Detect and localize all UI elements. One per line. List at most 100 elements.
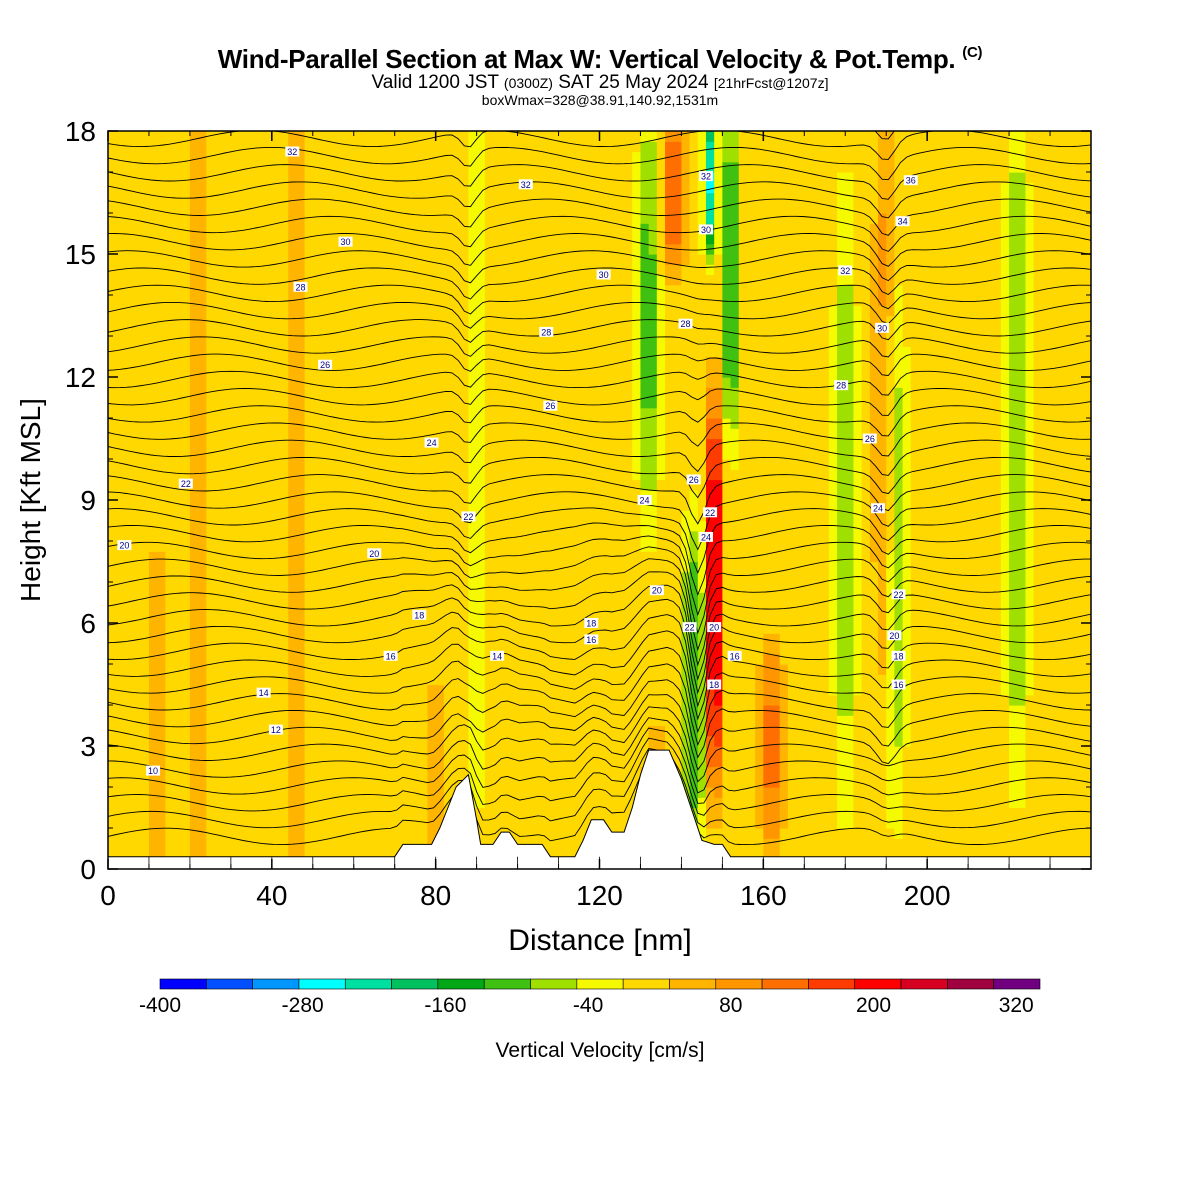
field-cell	[386, 151, 396, 163]
field-cell	[435, 551, 445, 563]
field-cell	[288, 202, 298, 214]
field-cell	[583, 223, 592, 235]
field-cell	[648, 469, 658, 481]
field-cell	[615, 448, 625, 460]
field-cell	[493, 746, 502, 757]
field-cell	[198, 643, 207, 655]
field-cell	[214, 807, 224, 819]
field-cell	[394, 787, 404, 798]
field-cell	[550, 377, 560, 388]
field-cell	[386, 131, 396, 142]
field-cell	[517, 541, 527, 552]
field-cell	[312, 151, 322, 163]
field-cell	[558, 264, 568, 276]
field-cell	[452, 664, 461, 675]
field-cell	[468, 664, 478, 675]
field-cell	[157, 141, 166, 153]
field-cell	[214, 202, 224, 214]
field-cell	[255, 243, 265, 255]
field-cell	[624, 254, 633, 265]
field-cell	[402, 838, 412, 850]
field-cell	[525, 141, 535, 153]
field-cell	[329, 817, 338, 829]
field-cell	[509, 776, 519, 788]
field-cell	[296, 582, 306, 593]
field-cell	[304, 407, 314, 419]
field-cell	[361, 725, 371, 737]
field-cell	[189, 305, 199, 317]
field-cell	[607, 213, 617, 224]
field-cell	[632, 141, 642, 153]
field-cell	[247, 141, 257, 153]
field-cell	[525, 192, 535, 204]
field-cell	[271, 315, 281, 327]
field-cell	[124, 510, 134, 522]
field-cell	[280, 131, 289, 142]
field-cell	[648, 131, 658, 142]
field-cell	[239, 428, 248, 440]
field-cell	[484, 151, 494, 163]
field-cell	[337, 602, 347, 614]
field-cell	[484, 448, 494, 460]
field-cell	[296, 756, 306, 768]
field-cell	[542, 387, 551, 399]
field-cell	[468, 336, 478, 347]
field-cell	[402, 541, 412, 552]
field-cell	[665, 653, 674, 665]
field-cell	[484, 643, 494, 655]
field-cell	[632, 202, 642, 214]
field-cell	[624, 807, 633, 819]
field-cell	[312, 756, 322, 768]
field-cell	[280, 489, 289, 501]
field-cell	[533, 325, 543, 337]
field-cell	[566, 459, 576, 470]
field-cell	[419, 254, 429, 265]
field-cell	[542, 284, 551, 296]
field-cell	[263, 807, 273, 819]
field-cell	[214, 500, 224, 511]
field-cell	[304, 612, 314, 624]
field-cell	[214, 848, 224, 860]
field-cell	[550, 233, 560, 245]
field-cell	[558, 356, 568, 368]
field-cell	[484, 131, 494, 142]
field-cell	[337, 694, 347, 706]
field-cell	[533, 172, 543, 183]
field-cell	[615, 746, 625, 757]
field-cell	[280, 674, 289, 686]
field-cell	[599, 797, 609, 809]
field-cell	[574, 346, 584, 358]
field-cell	[673, 612, 683, 624]
field-cell	[394, 776, 404, 788]
field-cell	[271, 213, 281, 224]
field-cell	[189, 336, 199, 347]
field-cell	[583, 520, 592, 532]
field-cell	[394, 541, 404, 552]
field-cell	[255, 438, 265, 450]
field-cell	[386, 828, 396, 839]
field-cell	[517, 223, 527, 235]
field-cell	[632, 756, 642, 768]
field-cell	[132, 592, 142, 604]
field-cell	[296, 295, 306, 306]
field-cell	[673, 623, 683, 634]
field-cell	[493, 448, 502, 460]
field-cell	[148, 233, 158, 245]
field-cell	[189, 725, 199, 737]
field-cell	[656, 356, 666, 368]
field-cell	[402, 561, 412, 573]
field-cell	[599, 336, 609, 347]
field-cell	[239, 725, 248, 737]
field-cell	[509, 172, 519, 183]
field-cell	[591, 448, 601, 460]
field-cell	[345, 602, 355, 614]
field-cell	[345, 797, 355, 809]
field-cell	[493, 541, 502, 552]
field-cell	[599, 161, 609, 173]
field-cell	[533, 366, 543, 378]
field-cell	[484, 489, 494, 501]
field-cell	[632, 469, 642, 481]
field-cell	[476, 438, 486, 450]
field-cell	[255, 715, 265, 727]
field-cell	[108, 664, 117, 675]
